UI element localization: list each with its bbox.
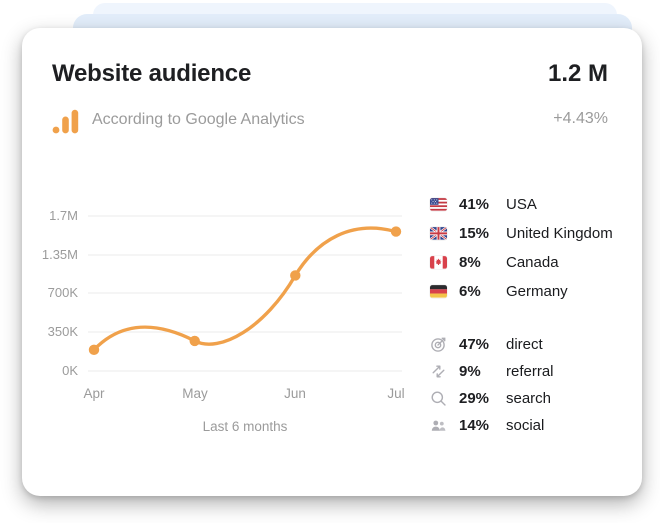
country-row-canada: 8% Canada: [430, 248, 613, 277]
country-percent: 41%: [459, 196, 490, 213]
chart-caption: Last 6 months: [202, 419, 288, 434]
country-name: USA: [506, 196, 537, 213]
country-percent: 8%: [459, 254, 481, 271]
y-axis-tick: 0K: [62, 363, 78, 378]
x-axis-tick: Jul: [387, 386, 405, 401]
chart-data-point[interactable]: [189, 335, 200, 347]
source-label: direct: [506, 336, 543, 353]
source-label: referral: [506, 363, 554, 380]
source-percent: 29%: [459, 390, 490, 407]
source-percent: 14%: [459, 417, 490, 434]
y-axis-tick: 1.7M: [49, 208, 78, 223]
source-percent: 9%: [459, 363, 481, 380]
card-title: Website audience: [52, 60, 252, 87]
audience-line-chart[interactable]: [22, 28, 642, 496]
chart-data-point[interactable]: [290, 270, 301, 281]
countries-breakdown-list: 41% USA 15% United Kingdom: [430, 190, 613, 306]
x-axis-tick: Apr: [83, 386, 105, 401]
source-label: social: [506, 417, 545, 434]
y-axis-tick: 350K: [47, 324, 78, 339]
source-percent: 47%: [459, 336, 490, 353]
chart-data-point[interactable]: [390, 226, 402, 237]
chart-data-point[interactable]: [88, 344, 100, 356]
uk-flag: [430, 227, 450, 240]
country-row-germany: 6% Germany: [430, 277, 613, 306]
y-axis-tick: 700K: [47, 285, 78, 300]
audience-trend-line: [92, 226, 398, 352]
website-audience-card: Website audience 1.2 M According to Goog…: [22, 28, 642, 496]
country-name: Germany: [506, 283, 568, 300]
traffic-sources-list: 47% direct 9% referral: [430, 331, 554, 439]
country-row-uk: 15% United Kingdom: [430, 219, 613, 248]
chart-gridlines: [88, 215, 402, 372]
analytics-source-label: According to Google Analytics: [92, 111, 305, 128]
chart-data-points[interactable]: [88, 226, 402, 356]
x-axis-tick: Jun: [284, 386, 306, 401]
x-axis-tick: May: [182, 386, 208, 401]
germany-flag: [430, 285, 450, 298]
source-row-referral: 9% referral: [430, 358, 554, 385]
country-percent: 6%: [459, 283, 481, 300]
source-row-search: 29% search: [430, 385, 554, 412]
country-percent: 15%: [459, 225, 490, 242]
people-icon: [430, 417, 450, 434]
growth-percentage: +4.43%: [553, 110, 608, 127]
canada-flag: [430, 256, 450, 269]
referral-arrows-icon: [430, 363, 450, 380]
y-axis-tick: 1.35M: [41, 247, 78, 262]
usa-flag: [430, 198, 450, 211]
source-label: search: [506, 390, 552, 407]
source-row-social: 14% social: [430, 412, 554, 439]
country-row-usa: 41% USA: [430, 190, 613, 219]
total-audience-value: 1.2 M: [547, 60, 608, 87]
country-name: United Kingdom: [506, 225, 613, 242]
source-row-direct: 47% direct: [430, 331, 554, 358]
google-analytics-icon: [52, 107, 79, 134]
country-name: Canada: [506, 254, 559, 271]
search-icon: [430, 390, 450, 407]
target-icon: [430, 336, 450, 353]
